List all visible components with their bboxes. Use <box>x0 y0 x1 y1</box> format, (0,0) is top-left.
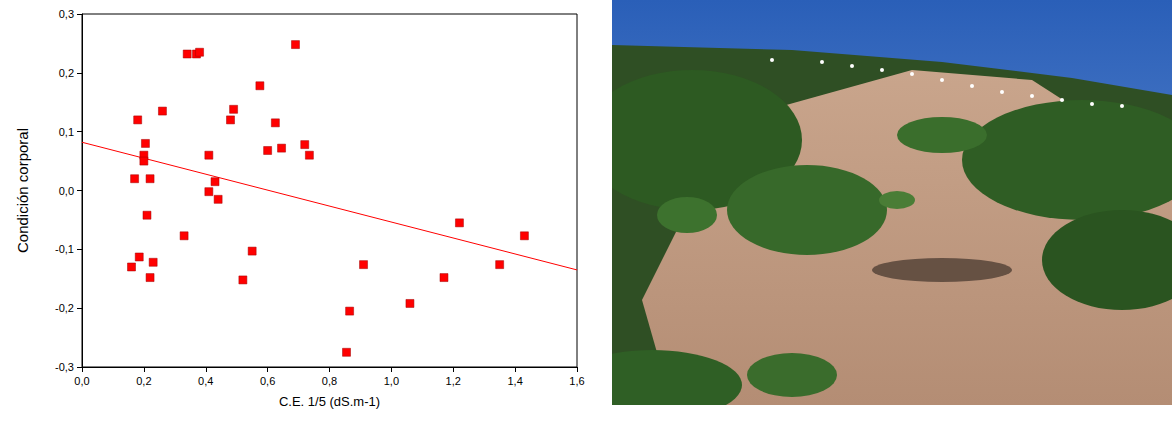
svg-text:0,2: 0,2 <box>136 375 151 387</box>
svg-text:0,0: 0,0 <box>74 375 89 387</box>
svg-text:0,2: 0,2 <box>59 67 74 79</box>
svg-text:0,0: 0,0 <box>59 185 74 197</box>
svg-text:1,6: 1,6 <box>569 375 584 387</box>
svg-text:0,3: 0,3 <box>59 8 74 20</box>
svg-text:1,4: 1,4 <box>507 375 522 387</box>
svg-text:0,6: 0,6 <box>260 375 275 387</box>
svg-text:-0,1: -0,1 <box>55 243 74 255</box>
svg-text:0,8: 0,8 <box>322 375 337 387</box>
svg-text:1,0: 1,0 <box>384 375 399 387</box>
svg-text:-0,2: -0,2 <box>55 302 74 314</box>
svg-text:0,1: 0,1 <box>59 126 74 138</box>
svg-text:-0,3: -0,3 <box>55 361 74 373</box>
svg-text:Condición corporal: Condición corporal <box>14 128 31 253</box>
svg-text:C.E. 1/5 (dS.m-1): C.E. 1/5 (dS.m-1) <box>279 394 380 409</box>
svg-text:1,2: 1,2 <box>446 375 461 387</box>
svg-text:0,4: 0,4 <box>198 375 213 387</box>
